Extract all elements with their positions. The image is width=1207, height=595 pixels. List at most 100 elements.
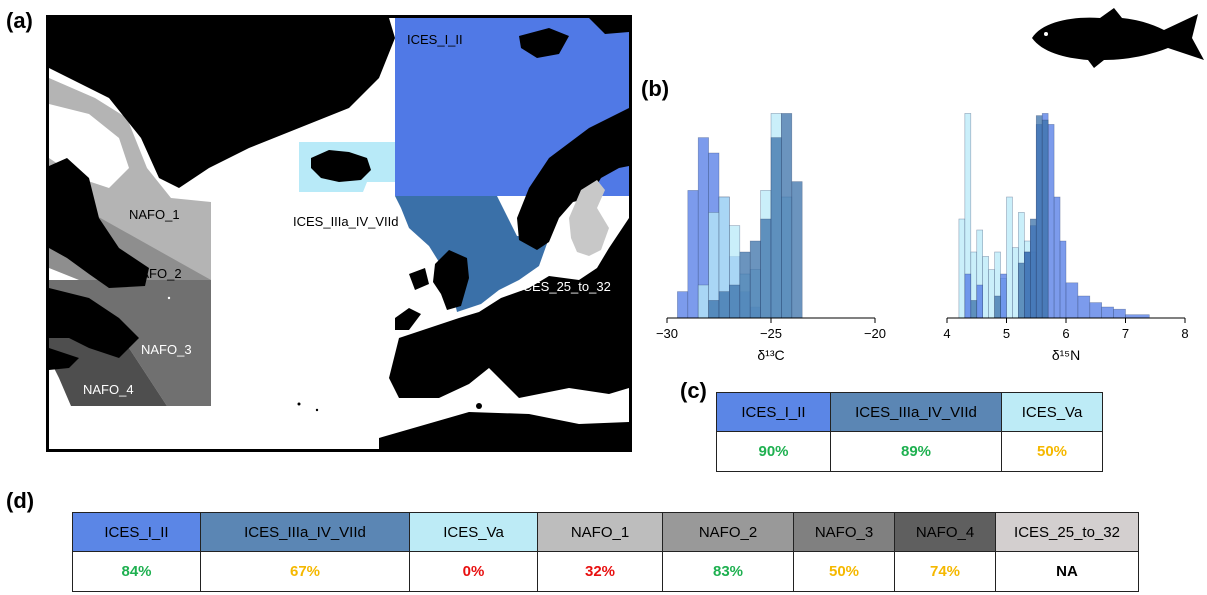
table-d-header-cell: ICES_IIIa_IV_VIId [200, 512, 410, 552]
table-d-value-row: 84% 67% 0% 32% 83% 50% 74% NA [72, 551, 1139, 592]
table-d-header-cell: NAFO_2 [662, 512, 794, 552]
panel-label-b: (b) [641, 76, 670, 101]
histogram-bar [1035, 115, 1043, 319]
histogram-bar [1059, 240, 1067, 319]
histogram-bar [749, 240, 761, 319]
table-c-value-cell: 50% [1001, 431, 1103, 472]
histogram-bar [729, 284, 741, 319]
histogram-bar [982, 256, 989, 319]
table-c-value-cell: 89% [830, 431, 1002, 472]
table-c-value-row: 90% 89% 50% [716, 431, 1103, 472]
histogram-d15n: 4 5 6 7 8 δ¹⁵N [943, 113, 1189, 363]
x-tick-label: −25 [760, 326, 782, 341]
table-d-header-cell: NAFO_3 [793, 512, 895, 552]
table-d-value-cell: 84% [72, 551, 201, 592]
histogram-bar [770, 137, 782, 319]
histogram-bar [1065, 282, 1079, 319]
histogram-bar [1024, 251, 1031, 319]
x-axis-title: δ¹⁵N [1052, 347, 1080, 363]
map-island [167, 296, 171, 300]
table-d-value-cell: NA [995, 551, 1139, 592]
histogram-bar [1012, 247, 1019, 319]
map-svg: ICES_I_II ICES_Va ICES_IIIa_IV_VIId ICES… [49, 18, 629, 449]
table-d-header-cell: NAFO_4 [894, 512, 996, 552]
table-d-value-cell: 32% [537, 551, 663, 592]
map-label-ices-25-32: ICES_25_to_32 [519, 279, 611, 294]
x-tick-label: 5 [1003, 326, 1010, 341]
map-island [315, 408, 319, 412]
region-map: ICES_I_II ICES_Va ICES_IIIa_IV_VIId ICES… [46, 15, 632, 452]
histogram-bar [1101, 306, 1114, 319]
x-tick-label: 7 [1122, 326, 1129, 341]
histogram-bar [1089, 302, 1103, 319]
histogram-bar [697, 284, 709, 319]
table-c-header-cell: ICES_Va [1001, 392, 1103, 432]
histogram-bar [1113, 308, 1126, 319]
map-land-north-america [49, 158, 149, 370]
histogram-bar [1000, 273, 1007, 319]
map-island [476, 403, 482, 409]
accuracy-table-d: ICES_I_II ICES_IIIa_IV_VIId ICES_Va NAFO… [72, 512, 1139, 592]
table-c-header-row: ICES_I_II ICES_IIIa_IV_VIId ICES_Va [716, 392, 1103, 432]
map-label-nafo-2: NAFO_2 [131, 266, 182, 281]
histogram-bar [1030, 218, 1037, 319]
histogram-bar [677, 291, 689, 319]
cod-fish-icon [1032, 8, 1204, 68]
histogram-bar [1006, 196, 1013, 319]
table-d-value-cell: 83% [662, 551, 794, 592]
histogram-bar [964, 273, 972, 319]
x-tick-label: 6 [1062, 326, 1069, 341]
histogram-bar [760, 218, 772, 319]
map-label-nafo-4: NAFO_4 [83, 382, 134, 397]
map-label-nafo-1: NAFO_1 [129, 207, 180, 222]
map-region-ices-25-32 [569, 180, 609, 256]
histogram-bar [781, 113, 793, 319]
table-d-header-cell: ICES_25_to_32 [995, 512, 1139, 552]
map-label-ices-i-ii: ICES_I_II [407, 32, 463, 47]
x-tick-label: 8 [1181, 326, 1188, 341]
histogram-bar [718, 291, 730, 319]
table-c-value-cell: 90% [716, 431, 831, 472]
x-tick-label: −20 [864, 326, 886, 341]
map-region-ices-iiia-iv-viid [395, 196, 549, 312]
table-d-value-cell: 0% [409, 551, 538, 592]
table-d-header-cell: ICES_Va [409, 512, 538, 552]
histogram-bar [988, 269, 995, 319]
map-land-europe [389, 108, 629, 398]
panel-label-c: (c) [680, 378, 707, 403]
x-tick-label: 4 [943, 326, 950, 341]
histogram-bar [1053, 196, 1061, 319]
table-d-value-cell: 74% [894, 551, 996, 592]
map-label-ices-va: ICES_Va [333, 125, 386, 140]
panel-label-d: (d) [6, 488, 35, 513]
accuracy-table-c: ICES_I_II ICES_IIIa_IV_VIId ICES_Va 90% … [716, 392, 1103, 472]
map-land-greenland [49, 18, 395, 188]
table-d-header-cell: ICES_I_II [72, 512, 201, 552]
histogram-bar [1018, 262, 1025, 319]
map-land-africa [379, 412, 629, 449]
panel-label-a: (a) [6, 8, 33, 33]
histogram-bar [708, 300, 720, 319]
table-d-value-cell: 50% [793, 551, 895, 592]
table-d-header-row: ICES_I_II ICES_IIIa_IV_VIId ICES_Va NAFO… [72, 512, 1139, 552]
table-d-value-cell: 67% [200, 551, 410, 592]
histogram-bar [958, 218, 966, 319]
histogram-bar [970, 300, 978, 319]
map-land-iceland [311, 150, 371, 182]
histogram-bar [739, 251, 751, 319]
map-island [297, 402, 301, 406]
histogram-bar [687, 190, 699, 319]
histogram-bar [1047, 124, 1055, 319]
map-island [498, 413, 504, 419]
x-tick-label: −30 [656, 326, 678, 341]
histogram-bar [791, 181, 803, 319]
map-land-svalbard [519, 18, 629, 58]
table-c-header-cell: ICES_IIIa_IV_VIId [830, 392, 1002, 432]
table-d-header-cell: NAFO_1 [537, 512, 663, 552]
histogram-bar [1041, 119, 1049, 319]
histogram-bar [976, 284, 983, 319]
x-axis-title: δ¹³C [757, 347, 784, 363]
histogram-d13c: −30 −25 −20 δ¹³C [656, 113, 886, 363]
map-label-nafo-3: NAFO_3 [141, 342, 192, 357]
table-c-header-cell: ICES_I_II [716, 392, 831, 432]
